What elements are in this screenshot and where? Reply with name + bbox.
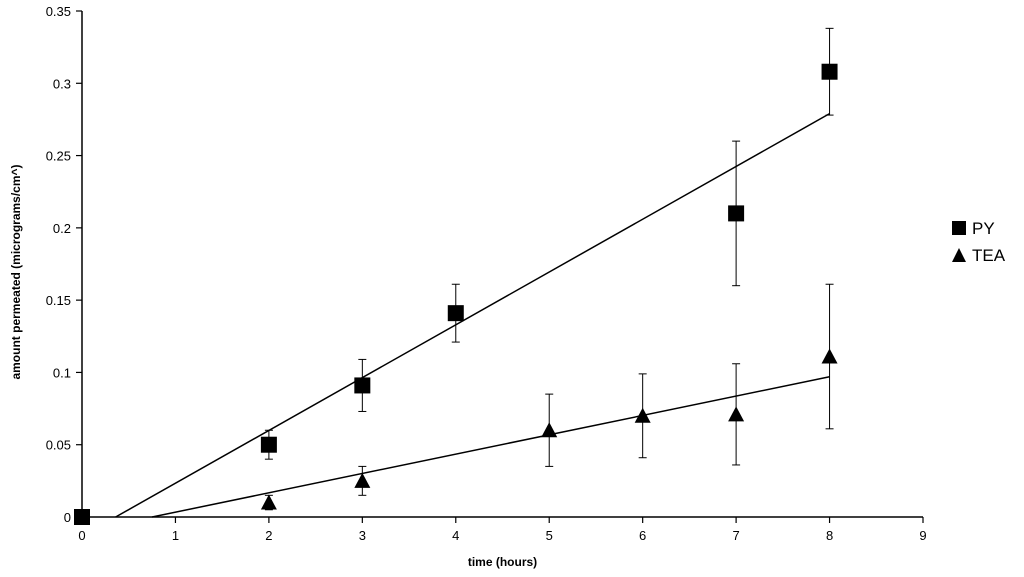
x-axis-title: time (hours) [468, 555, 537, 569]
x-tick-label: 0 [78, 528, 85, 543]
plot-area: 0 1 2 3 4 5 6 7 8 9 0 0.05 0.1 0.15 0.2 0.25 0.3 0.35 [46, 4, 927, 543]
y-axis-title: amount permeated (micrograms/cm^) [9, 164, 23, 379]
point-tea [354, 472, 371, 488]
legend-label-tea: TEA [972, 246, 1006, 265]
x-tick-label: 1 [172, 528, 179, 543]
point-tea [728, 406, 745, 422]
y-tick-label: 0.05 [46, 438, 71, 453]
error-bars [264, 27, 834, 511]
trendline-tea [151, 376, 830, 518]
trendlines [115, 112, 830, 518]
point-py [260, 436, 277, 453]
x-tick-label: 4 [452, 528, 459, 543]
x-tick-label: 8 [826, 528, 833, 543]
point-py [821, 63, 838, 80]
x-tick-label: 7 [732, 528, 739, 543]
point-py [74, 509, 90, 525]
point-py [354, 377, 371, 394]
x-tick-label: 5 [546, 528, 553, 543]
point-tea [634, 407, 651, 423]
y-tick-label: 0.25 [46, 149, 71, 164]
point-tea [541, 422, 558, 438]
y-tick-label: 0.35 [46, 4, 71, 19]
y-tick-label: 0 [64, 510, 71, 525]
point-tea [821, 348, 838, 364]
x-tick-label: 9 [919, 528, 926, 543]
legend-py-square-icon [952, 221, 966, 235]
point-tea [260, 494, 277, 510]
data-markers [74, 63, 838, 525]
legend: PY TEA [952, 219, 1006, 265]
point-py [728, 205, 745, 222]
point-py [447, 305, 464, 322]
legend-label-py: PY [972, 219, 995, 238]
y-tick-label: 0.3 [53, 76, 71, 91]
x-tick-label: 2 [265, 528, 272, 543]
y-tick-label: 0.2 [53, 221, 71, 236]
x-tick-label: 3 [359, 528, 366, 543]
x-tick-label: 6 [639, 528, 646, 543]
y-tick-label: 0.1 [53, 365, 71, 380]
y-ticks: 0 0.05 0.1 0.15 0.2 0.25 0.3 0.35 [46, 4, 82, 525]
trendline-py [115, 112, 830, 518]
legend-tea-triangle-icon [952, 248, 966, 262]
x-ticks: 0 1 2 3 4 5 6 7 8 9 [78, 517, 927, 543]
y-tick-label: 0.15 [46, 293, 71, 308]
